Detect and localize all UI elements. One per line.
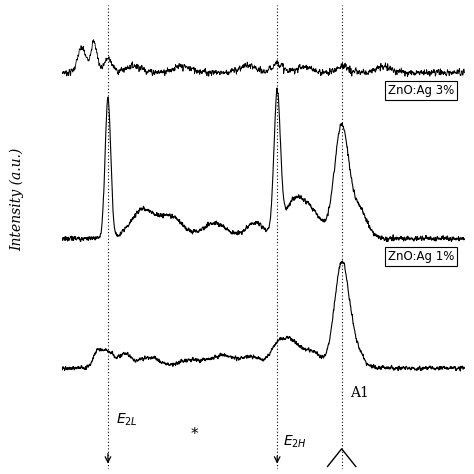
Text: $E_{2H}$: $E_{2H}$ (283, 434, 307, 450)
Text: ZnO:Ag 1%: ZnO:Ag 1% (388, 250, 455, 263)
Text: Intensity (a.u.): Intensity (a.u.) (9, 147, 24, 251)
Text: $E_{2L}$: $E_{2L}$ (116, 411, 138, 428)
Text: ZnO:Ag 3%: ZnO:Ag 3% (388, 84, 455, 97)
Text: *: * (191, 428, 199, 442)
Text: A1: A1 (350, 386, 369, 400)
